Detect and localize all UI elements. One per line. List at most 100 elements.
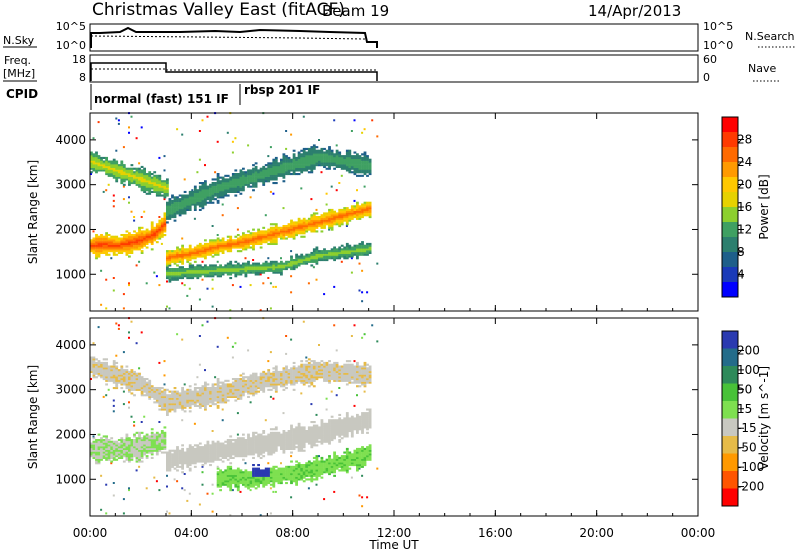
- heatmap-cell: [216, 253, 220, 256]
- heatmap-cell: [90, 242, 93, 245]
- heatmap-cell: [168, 199, 172, 202]
- heatmap-cell: [204, 446, 207, 449]
- heatmap-cell: [133, 385, 136, 388]
- heatmap-cell: [262, 483, 266, 486]
- heatmap-cell: [193, 268, 197, 271]
- heatmap-cell: [221, 480, 225, 483]
- heatmap-cell: [160, 401, 164, 404]
- heatmap-cell: [133, 455, 136, 458]
- heatmap-cell: [97, 167, 101, 170]
- heatmap-cell: [318, 156, 321, 159]
- heatmap-cell: [130, 239, 134, 242]
- heatmap-cell: [216, 237, 220, 240]
- heatmap-cell: [257, 173, 260, 176]
- heatmap-cell: [206, 387, 210, 390]
- heatmap-cell: [191, 449, 195, 452]
- heatmap-cell: [320, 221, 324, 224]
- heatmap-cell: [143, 178, 146, 181]
- heatmap-cell: [297, 160, 301, 163]
- heatmap-cell: [252, 378, 255, 381]
- heatmap-cell: [272, 173, 276, 176]
- heatmap-cell: [201, 255, 205, 258]
- heatmap-cell: [138, 167, 141, 170]
- heatmap-cell: [239, 182, 243, 185]
- heatmap-cell: [117, 164, 121, 167]
- heatmap-cell: [198, 187, 202, 190]
- heatmap-cell: [178, 462, 182, 465]
- heatmap-cell: [356, 165, 359, 168]
- heatmap-cell: [201, 187, 205, 190]
- heatmap-cell: [272, 241, 276, 244]
- heatmap-cell: [166, 212, 169, 215]
- heatmap-cell: [302, 232, 306, 235]
- heatmap-cell: [264, 214, 267, 217]
- heatmap-cell: [295, 221, 298, 224]
- heatmap-cell: [249, 241, 253, 244]
- heatmap-cell: [211, 449, 215, 452]
- heatmap-cell: [219, 485, 222, 488]
- heatmap-cell: [363, 173, 367, 176]
- heatmap-cell: [150, 449, 154, 452]
- heatmap-cell: [234, 471, 238, 474]
- heatmap-cell: [242, 474, 245, 477]
- heatmap-cell: [155, 187, 159, 190]
- heatmap-cell: [252, 266, 255, 269]
- heatmap-cell: [229, 387, 233, 390]
- heatmap-cell: [181, 194, 184, 197]
- heatmap-cell: [145, 451, 149, 454]
- heatmap-cell: [277, 433, 281, 436]
- heatmap-cell: [236, 207, 239, 210]
- heatmap-cell: [209, 251, 212, 254]
- heatmap-cell: [252, 392, 255, 395]
- heatmap-cell: [196, 397, 200, 400]
- heatmap-cell: [350, 165, 354, 168]
- heatmap-cell: [105, 372, 108, 375]
- heatmap-cell: [130, 235, 134, 238]
- heatmap-cell: [97, 235, 101, 238]
- heatmap-cell: [264, 174, 268, 177]
- heatmap-cell: [168, 255, 172, 258]
- heatmap-cell: [130, 369, 134, 372]
- heatmap-cell: [128, 374, 131, 377]
- heatmap-cell: [361, 210, 364, 213]
- heatmap-cell: [368, 173, 372, 176]
- heatmap-cell: [130, 234, 134, 237]
- heatmap-cell: [158, 440, 162, 443]
- heatmap-cell: [244, 275, 248, 278]
- heatmap-cell: [153, 387, 157, 390]
- heatmap-cell: [221, 483, 225, 486]
- heatmap-cell: [204, 383, 207, 386]
- heatmap-cell: [262, 383, 266, 386]
- heatmap-cell: [242, 271, 245, 274]
- heatmap-cell: [196, 401, 200, 404]
- heatmap-cell: [105, 165, 108, 168]
- heatmap-cell: [125, 241, 129, 244]
- heatmap-cell: [236, 268, 240, 271]
- heatmap-cell: [158, 187, 162, 190]
- heatmap-cell: [209, 248, 212, 251]
- heatmap-cell: [221, 455, 225, 458]
- heatmap-cell: [117, 442, 121, 445]
- heatmap-cell: [155, 395, 159, 398]
- heatmap-cell: [196, 244, 200, 247]
- heatmap-cell: [302, 151, 306, 154]
- heatmap-cell: [173, 205, 177, 208]
- heatmap-cell: [97, 255, 101, 258]
- heatmap-cell: [196, 264, 200, 267]
- heatmap-cell: [128, 183, 131, 186]
- heatmap-cell: [350, 208, 354, 211]
- heatmap-cell: [312, 144, 316, 147]
- heatmap-cell: [269, 242, 273, 245]
- heatmap-cell: [229, 487, 233, 490]
- heatmap-cell: [252, 440, 255, 443]
- heatmap-cell: [191, 192, 195, 195]
- heatmap-cell: [239, 455, 243, 458]
- heatmap-cell: [135, 183, 139, 186]
- heatmap-cell: [102, 165, 106, 168]
- heatmap-cell: [302, 169, 306, 172]
- heatmap-cell: [236, 485, 240, 488]
- heatmap-cell: [231, 478, 235, 481]
- heatmap-cell: [297, 153, 301, 156]
- heatmap-cell: [196, 277, 200, 280]
- heatmap-cell: [269, 388, 273, 391]
